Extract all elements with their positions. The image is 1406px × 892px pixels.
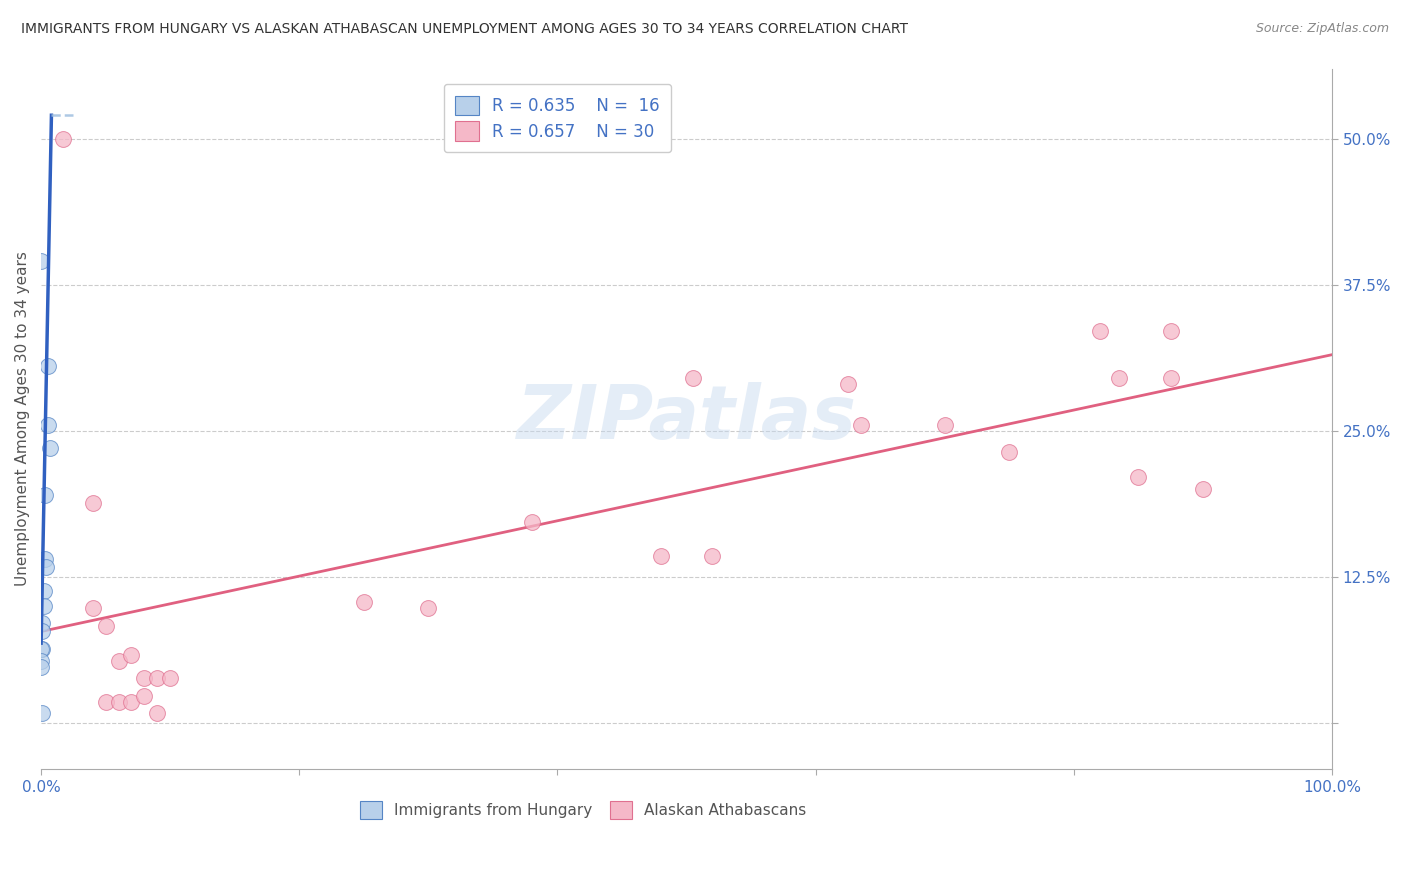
Legend: Immigrants from Hungary, Alaskan Athabascans: Immigrants from Hungary, Alaskan Athabas… bbox=[354, 795, 813, 825]
Point bbox=[159, 671, 181, 685]
Point bbox=[1192, 482, 1215, 496]
Point bbox=[849, 417, 872, 432]
Point bbox=[1108, 371, 1130, 385]
Point bbox=[34, 552, 56, 566]
Point bbox=[934, 417, 956, 432]
Point bbox=[30, 654, 52, 668]
Point bbox=[134, 671, 156, 685]
Point bbox=[353, 595, 375, 609]
Point bbox=[146, 671, 169, 685]
Point bbox=[146, 706, 169, 721]
Point bbox=[94, 618, 117, 632]
Point bbox=[650, 549, 672, 563]
Point bbox=[31, 624, 53, 639]
Point bbox=[39, 441, 62, 455]
Point bbox=[121, 695, 143, 709]
Point bbox=[32, 583, 55, 598]
Point bbox=[31, 616, 53, 631]
Point bbox=[30, 642, 52, 657]
Point bbox=[121, 648, 143, 662]
Point bbox=[682, 371, 704, 385]
Point bbox=[31, 706, 53, 721]
Point bbox=[94, 695, 117, 709]
Point bbox=[35, 560, 58, 574]
Point bbox=[1160, 324, 1182, 338]
Point bbox=[37, 359, 59, 374]
Point bbox=[82, 601, 104, 615]
Text: IMMIGRANTS FROM HUNGARY VS ALASKAN ATHABASCAN UNEMPLOYMENT AMONG AGES 30 TO 34 Y: IMMIGRANTS FROM HUNGARY VS ALASKAN ATHAB… bbox=[21, 22, 908, 37]
Point bbox=[1088, 324, 1111, 338]
Point bbox=[34, 488, 56, 502]
Point bbox=[30, 254, 52, 268]
Point bbox=[107, 695, 129, 709]
Text: Source: ZipAtlas.com: Source: ZipAtlas.com bbox=[1256, 22, 1389, 36]
Point bbox=[1160, 371, 1182, 385]
Point bbox=[37, 417, 59, 432]
Point bbox=[52, 131, 75, 145]
Y-axis label: Unemployment Among Ages 30 to 34 years: Unemployment Among Ages 30 to 34 years bbox=[15, 252, 30, 586]
Point bbox=[30, 659, 52, 673]
Point bbox=[837, 376, 859, 391]
Point bbox=[32, 599, 55, 613]
Point bbox=[134, 689, 156, 703]
Point bbox=[82, 496, 104, 510]
Point bbox=[702, 549, 724, 563]
Point bbox=[107, 654, 129, 668]
Point bbox=[1128, 470, 1150, 484]
Point bbox=[31, 642, 53, 657]
Point bbox=[998, 444, 1021, 458]
Text: ZIPatlas: ZIPatlas bbox=[516, 383, 856, 456]
Point bbox=[520, 515, 543, 529]
Point bbox=[418, 601, 440, 615]
